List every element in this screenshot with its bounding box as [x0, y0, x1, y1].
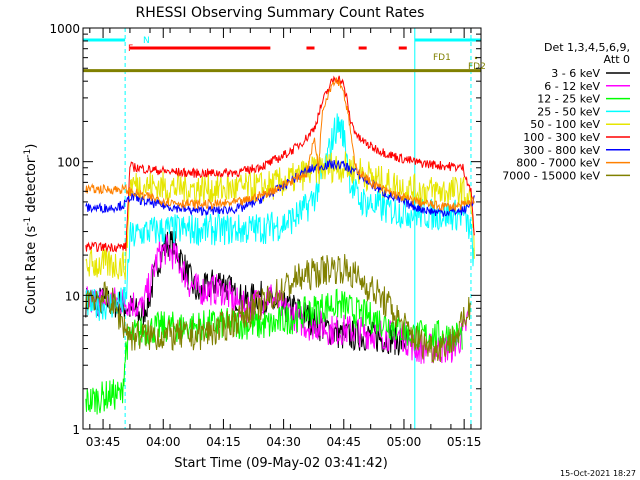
legend-entry-label: 7000 - 15000 keV [502, 169, 600, 182]
y-axis-label-sup2: -1 [23, 149, 33, 158]
series-line [85, 113, 475, 321]
legend-entry-label: 800 - 7000 keV [516, 157, 600, 170]
legend-header-detectors: Det 1,3,4,5,6,9, [544, 41, 630, 54]
series-line [85, 75, 475, 253]
series-line [85, 151, 475, 280]
flag-label: FD2 [468, 62, 486, 72]
flag-label: N [143, 36, 150, 46]
chart-title: RHESSI Observing Summary Count Rates [136, 5, 425, 21]
y-tick-label: 100 [57, 156, 80, 170]
legend-entry-label: 3 - 6 keV [551, 67, 600, 80]
legend-entry-label: 50 - 100 keV [530, 118, 600, 131]
series-line [85, 76, 475, 212]
series-layer [83, 28, 481, 429]
y-axis-label-main: Count Rate (s [24, 226, 39, 315]
footer-timestamp: 15-Oct-2021 18:27 [560, 469, 636, 478]
legend-entry-label: 25 - 50 keV [537, 105, 600, 118]
axis-layer: FD1 FD2 FN 1000 100 10 1 03:45 04:00 04:15 04:30 04… [49, 22, 485, 449]
y-tick-label: 10 [65, 289, 80, 303]
plot-frame [82, 27, 482, 430]
legend-entry-label: 100 - 300 keV [523, 131, 600, 144]
legend-entry-label: 300 - 800 keV [523, 144, 600, 157]
y-axis-label: Count Rate (s-1 detector-1) [23, 144, 39, 315]
x-tick-label: 03:45 [86, 435, 121, 449]
legend-entry-label: 6 - 12 keV [544, 80, 600, 93]
y-axis-label-mid: detector [24, 157, 39, 217]
x-tick-label: 04:00 [146, 435, 181, 449]
x-tick-label: 04:30 [266, 435, 301, 449]
legend-header-attenuator: Att 0 [604, 53, 630, 66]
legend-entry-label: 12 - 25 keV [537, 93, 600, 106]
y-tick-label: 1 [72, 423, 80, 437]
x-tick-label: 05:15 [447, 435, 482, 449]
series-line [85, 253, 471, 364]
plot-area [83, 28, 481, 429]
x-tick-label: 04:15 [206, 435, 241, 449]
y-axis-label-end: ) [24, 144, 39, 149]
y-axis-label-sup1: -1 [23, 217, 33, 226]
x-tick-label: 04:45 [326, 435, 361, 449]
y-tick-label: 1000 [49, 22, 80, 36]
flag-label: F [128, 44, 133, 54]
x-axis-label: Start Time (09-May-02 03:41:42) [174, 456, 388, 471]
flag-label: FD1 [433, 53, 451, 63]
x-tick-label: 05:00 [387, 435, 422, 449]
